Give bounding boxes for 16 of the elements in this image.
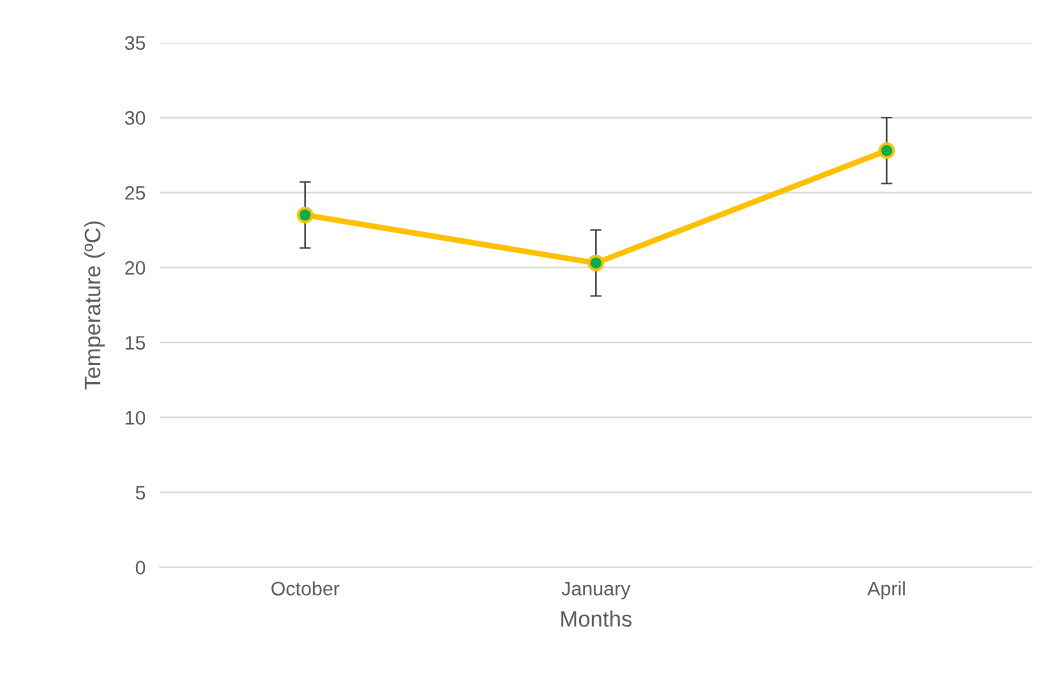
x-tick-label: April bbox=[867, 581, 905, 600]
y-axis-title: Temperature (ºC) bbox=[84, 221, 105, 390]
y-tick-label: 25 bbox=[125, 186, 146, 200]
y-tick-label: 20 bbox=[125, 260, 146, 275]
y-tick-label: 30 bbox=[124, 111, 146, 125]
y-tick-label: 0 bbox=[135, 560, 146, 575]
y-tick-label: 15 bbox=[125, 336, 146, 350]
x-axis-title: Months bbox=[561, 610, 632, 627]
x-tick-label: October bbox=[271, 581, 340, 596]
y-tick-label: 35 bbox=[124, 36, 146, 50]
y-tick-label: 5 bbox=[135, 486, 146, 500]
y-tick-label: 10 bbox=[125, 410, 146, 425]
point bbox=[296, 206, 314, 224]
x-tick-label: January bbox=[561, 581, 631, 600]
point bbox=[587, 254, 605, 272]
point bbox=[878, 142, 896, 159]
